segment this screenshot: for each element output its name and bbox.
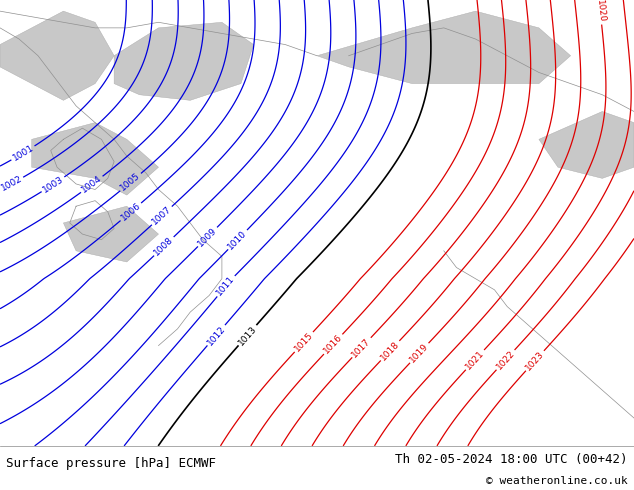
- Text: 1012: 1012: [205, 324, 227, 347]
- Text: 1009: 1009: [196, 225, 219, 248]
- Polygon shape: [114, 22, 254, 100]
- Polygon shape: [539, 112, 634, 178]
- Text: 1001: 1001: [11, 143, 36, 163]
- Text: 1006: 1006: [119, 201, 143, 223]
- Text: 1002: 1002: [0, 174, 23, 193]
- Text: 1010: 1010: [226, 228, 249, 251]
- Text: 1017: 1017: [351, 336, 373, 359]
- Text: 1004: 1004: [80, 174, 104, 195]
- Polygon shape: [63, 206, 158, 262]
- Text: 1003: 1003: [41, 174, 65, 195]
- Text: 1018: 1018: [379, 339, 401, 362]
- Text: © weatheronline.co.uk: © weatheronline.co.uk: [486, 476, 628, 486]
- Text: 1008: 1008: [152, 235, 176, 257]
- Text: Th 02-05-2024 18:00 UTC (00+42): Th 02-05-2024 18:00 UTC (00+42): [395, 453, 628, 466]
- Text: 1011: 1011: [215, 274, 236, 298]
- Polygon shape: [32, 122, 158, 195]
- Text: 1022: 1022: [495, 348, 517, 371]
- Text: 1013: 1013: [236, 324, 259, 347]
- Text: 1021: 1021: [464, 348, 486, 371]
- Text: 1019: 1019: [408, 342, 430, 365]
- Text: Surface pressure [hPa] ECMWF: Surface pressure [hPa] ECMWF: [6, 457, 216, 470]
- Text: 1007: 1007: [150, 205, 173, 227]
- Text: 1016: 1016: [322, 333, 344, 356]
- Text: 1020: 1020: [595, 0, 606, 23]
- Text: 1005: 1005: [119, 172, 143, 193]
- Text: 1023: 1023: [524, 349, 546, 372]
- Polygon shape: [317, 11, 571, 84]
- Text: 1015: 1015: [293, 330, 315, 353]
- Polygon shape: [0, 11, 114, 100]
